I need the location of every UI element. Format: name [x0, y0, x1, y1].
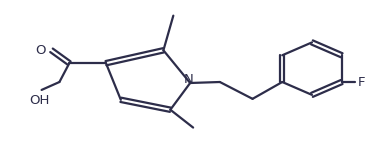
- Text: F: F: [358, 76, 365, 88]
- Text: OH: OH: [30, 94, 50, 107]
- Text: N: N: [183, 73, 193, 85]
- Text: O: O: [35, 44, 46, 57]
